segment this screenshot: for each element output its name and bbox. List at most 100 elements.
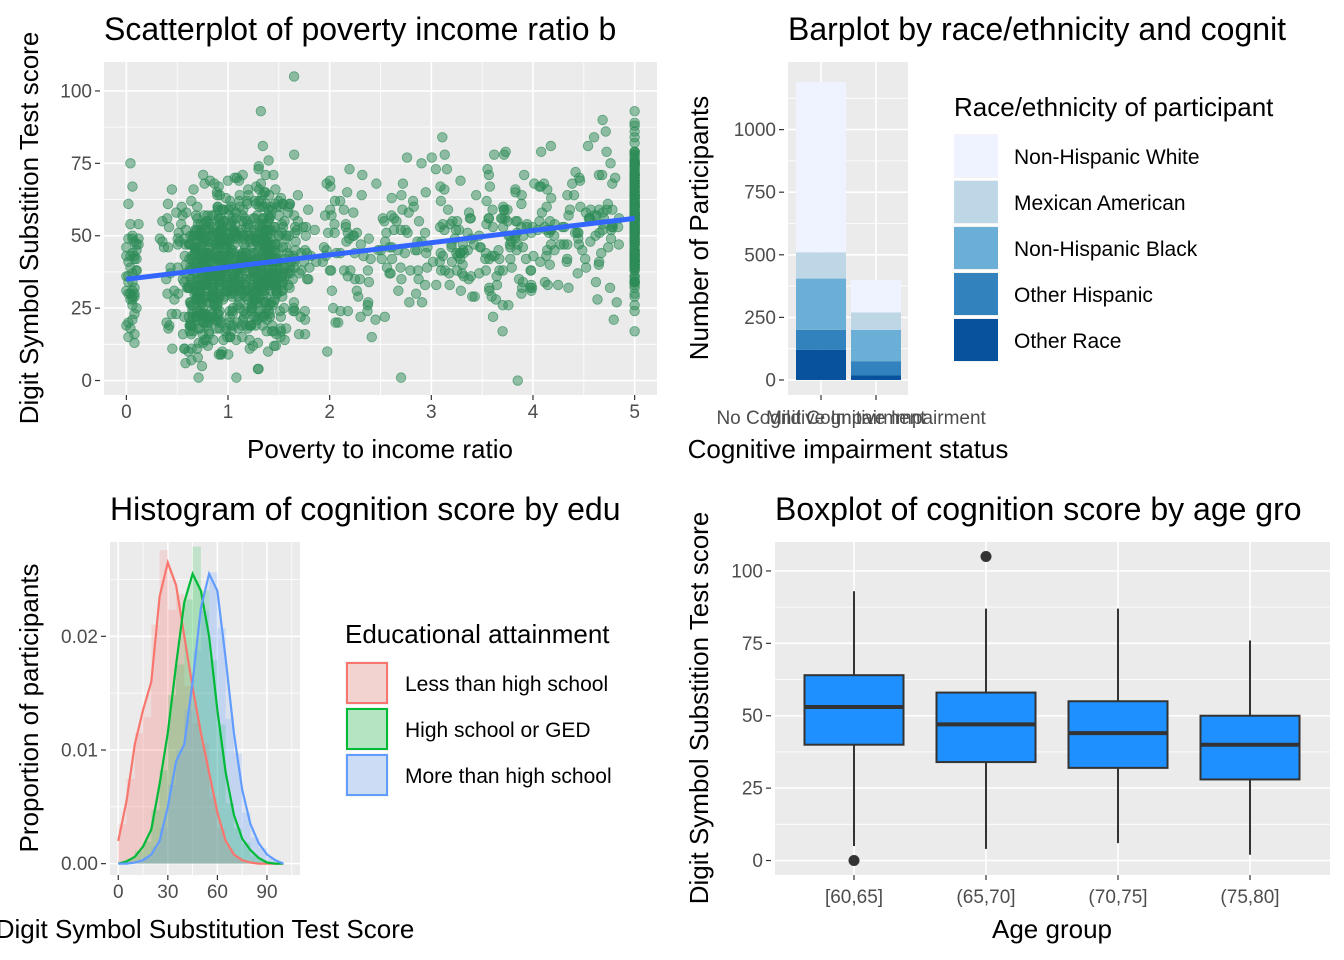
histogram-bar [167, 609, 177, 864]
scatter-point [257, 247, 269, 259]
scatter-point [252, 337, 264, 349]
boxplot-title: Boxplot of cognition score by age gro [775, 491, 1302, 527]
scatter-point [528, 250, 539, 262]
scatter-point [216, 317, 227, 328]
scatter-point [629, 201, 640, 212]
scatter-point [123, 233, 134, 244]
bar-legend-label: Other Hispanic [1014, 284, 1153, 307]
scatter-point [505, 242, 516, 253]
histogram-bar [225, 848, 234, 864]
scatter-point [483, 213, 495, 224]
scatter-point [185, 230, 196, 241]
scatter-point [268, 297, 279, 308]
scatter-point [450, 224, 462, 236]
histogram-bar [126, 778, 135, 864]
scatter-x-tick-label: 5 [629, 402, 640, 423]
scatter-point [421, 247, 432, 259]
scatter-point [439, 149, 450, 160]
scatter-point [176, 218, 187, 230]
histogram-bar [200, 590, 210, 864]
bar-y-tick-label: 0 [765, 370, 776, 391]
scatter-point [363, 233, 375, 244]
scatter-point [475, 242, 486, 253]
bar-segment [796, 278, 846, 330]
scatter-point [344, 163, 355, 175]
scatter-point [241, 198, 253, 210]
histogram-bar [184, 599, 193, 864]
scatter-point [299, 314, 311, 325]
scatter-point [505, 253, 516, 265]
scatter-point [487, 311, 499, 323]
scatter-point [494, 253, 505, 265]
scatter-point [169, 285, 180, 296]
scatter-point [121, 320, 132, 331]
scatter-point [192, 294, 203, 305]
histogram-bar [192, 650, 201, 864]
scatter-point [166, 184, 178, 195]
histogram-y-tick-label: 0.01 [61, 740, 98, 761]
bar-segment [851, 375, 901, 380]
scatter-point [247, 247, 259, 259]
scatter-point [241, 216, 252, 227]
boxplot-y-axis-label: Digit Symbol Substition Test score [684, 512, 714, 905]
scatter-point [486, 291, 497, 302]
scatter-point [629, 253, 640, 265]
scatter-point [300, 230, 311, 241]
histogram-bar [233, 828, 243, 864]
scatter-point [488, 149, 500, 160]
scatter-point [288, 297, 300, 308]
scatter-point [329, 218, 340, 230]
scatter-title: Scatterplot of poverty income ratio b [104, 11, 616, 47]
scatter-point [395, 262, 406, 273]
scatter-point [288, 71, 300, 82]
histogram-bar [134, 733, 144, 864]
histogram-bar [143, 841, 152, 864]
boxplot-y-tick-label: 25 [742, 779, 763, 800]
scatter-point [568, 189, 580, 201]
scatter-point [198, 218, 210, 230]
scatter-point [455, 175, 466, 186]
bar-segment [851, 329, 901, 362]
histogram-bar [266, 857, 276, 864]
scatter-point [480, 265, 492, 276]
bar-title: Barplot by race/ethnicity and cognit [788, 11, 1286, 47]
scatter-point [196, 360, 208, 372]
scatter-point [342, 305, 354, 317]
bar-y-tick-label: 250 [744, 308, 776, 329]
scatter-point [228, 239, 240, 250]
scatter-point [535, 256, 546, 268]
scatter-point [437, 132, 448, 143]
scatter-point [437, 250, 449, 262]
scatter-y-tick-label: 100 [60, 81, 92, 102]
histogram-legend-label: More than high school [405, 765, 612, 788]
scatter-point [341, 187, 353, 198]
scatter-point [629, 175, 640, 186]
scatter-point [512, 375, 523, 386]
histogram-bar [151, 846, 160, 864]
histogram-bar [209, 797, 218, 864]
scatter-point [544, 259, 556, 270]
scatter-point [404, 297, 415, 308]
scatter-point [484, 181, 496, 192]
scatter-point [497, 265, 509, 276]
scatter-point [552, 279, 564, 291]
scatter-point [399, 247, 411, 259]
scatter-point [216, 218, 228, 230]
scatter-y-tick-label: 50 [71, 226, 92, 247]
scatter-point [413, 273, 424, 285]
histogram-bar [192, 723, 201, 864]
scatter-point [611, 297, 622, 308]
scatter-point [231, 372, 242, 383]
bar-segment [851, 312, 901, 330]
scatter-point [593, 259, 604, 270]
scatter-point [180, 357, 191, 369]
histogram-x-tick-label: 90 [256, 882, 277, 903]
bar-segment [796, 252, 846, 279]
scatter-point [163, 221, 175, 233]
scatter-point [125, 218, 136, 230]
bar-legend-swatch [954, 181, 998, 223]
histogram-plot-background [110, 542, 300, 875]
bar-legend-label: Non-Hispanic Black [1014, 238, 1198, 261]
boxplot-x-tick-label: (65,70] [956, 887, 1015, 908]
